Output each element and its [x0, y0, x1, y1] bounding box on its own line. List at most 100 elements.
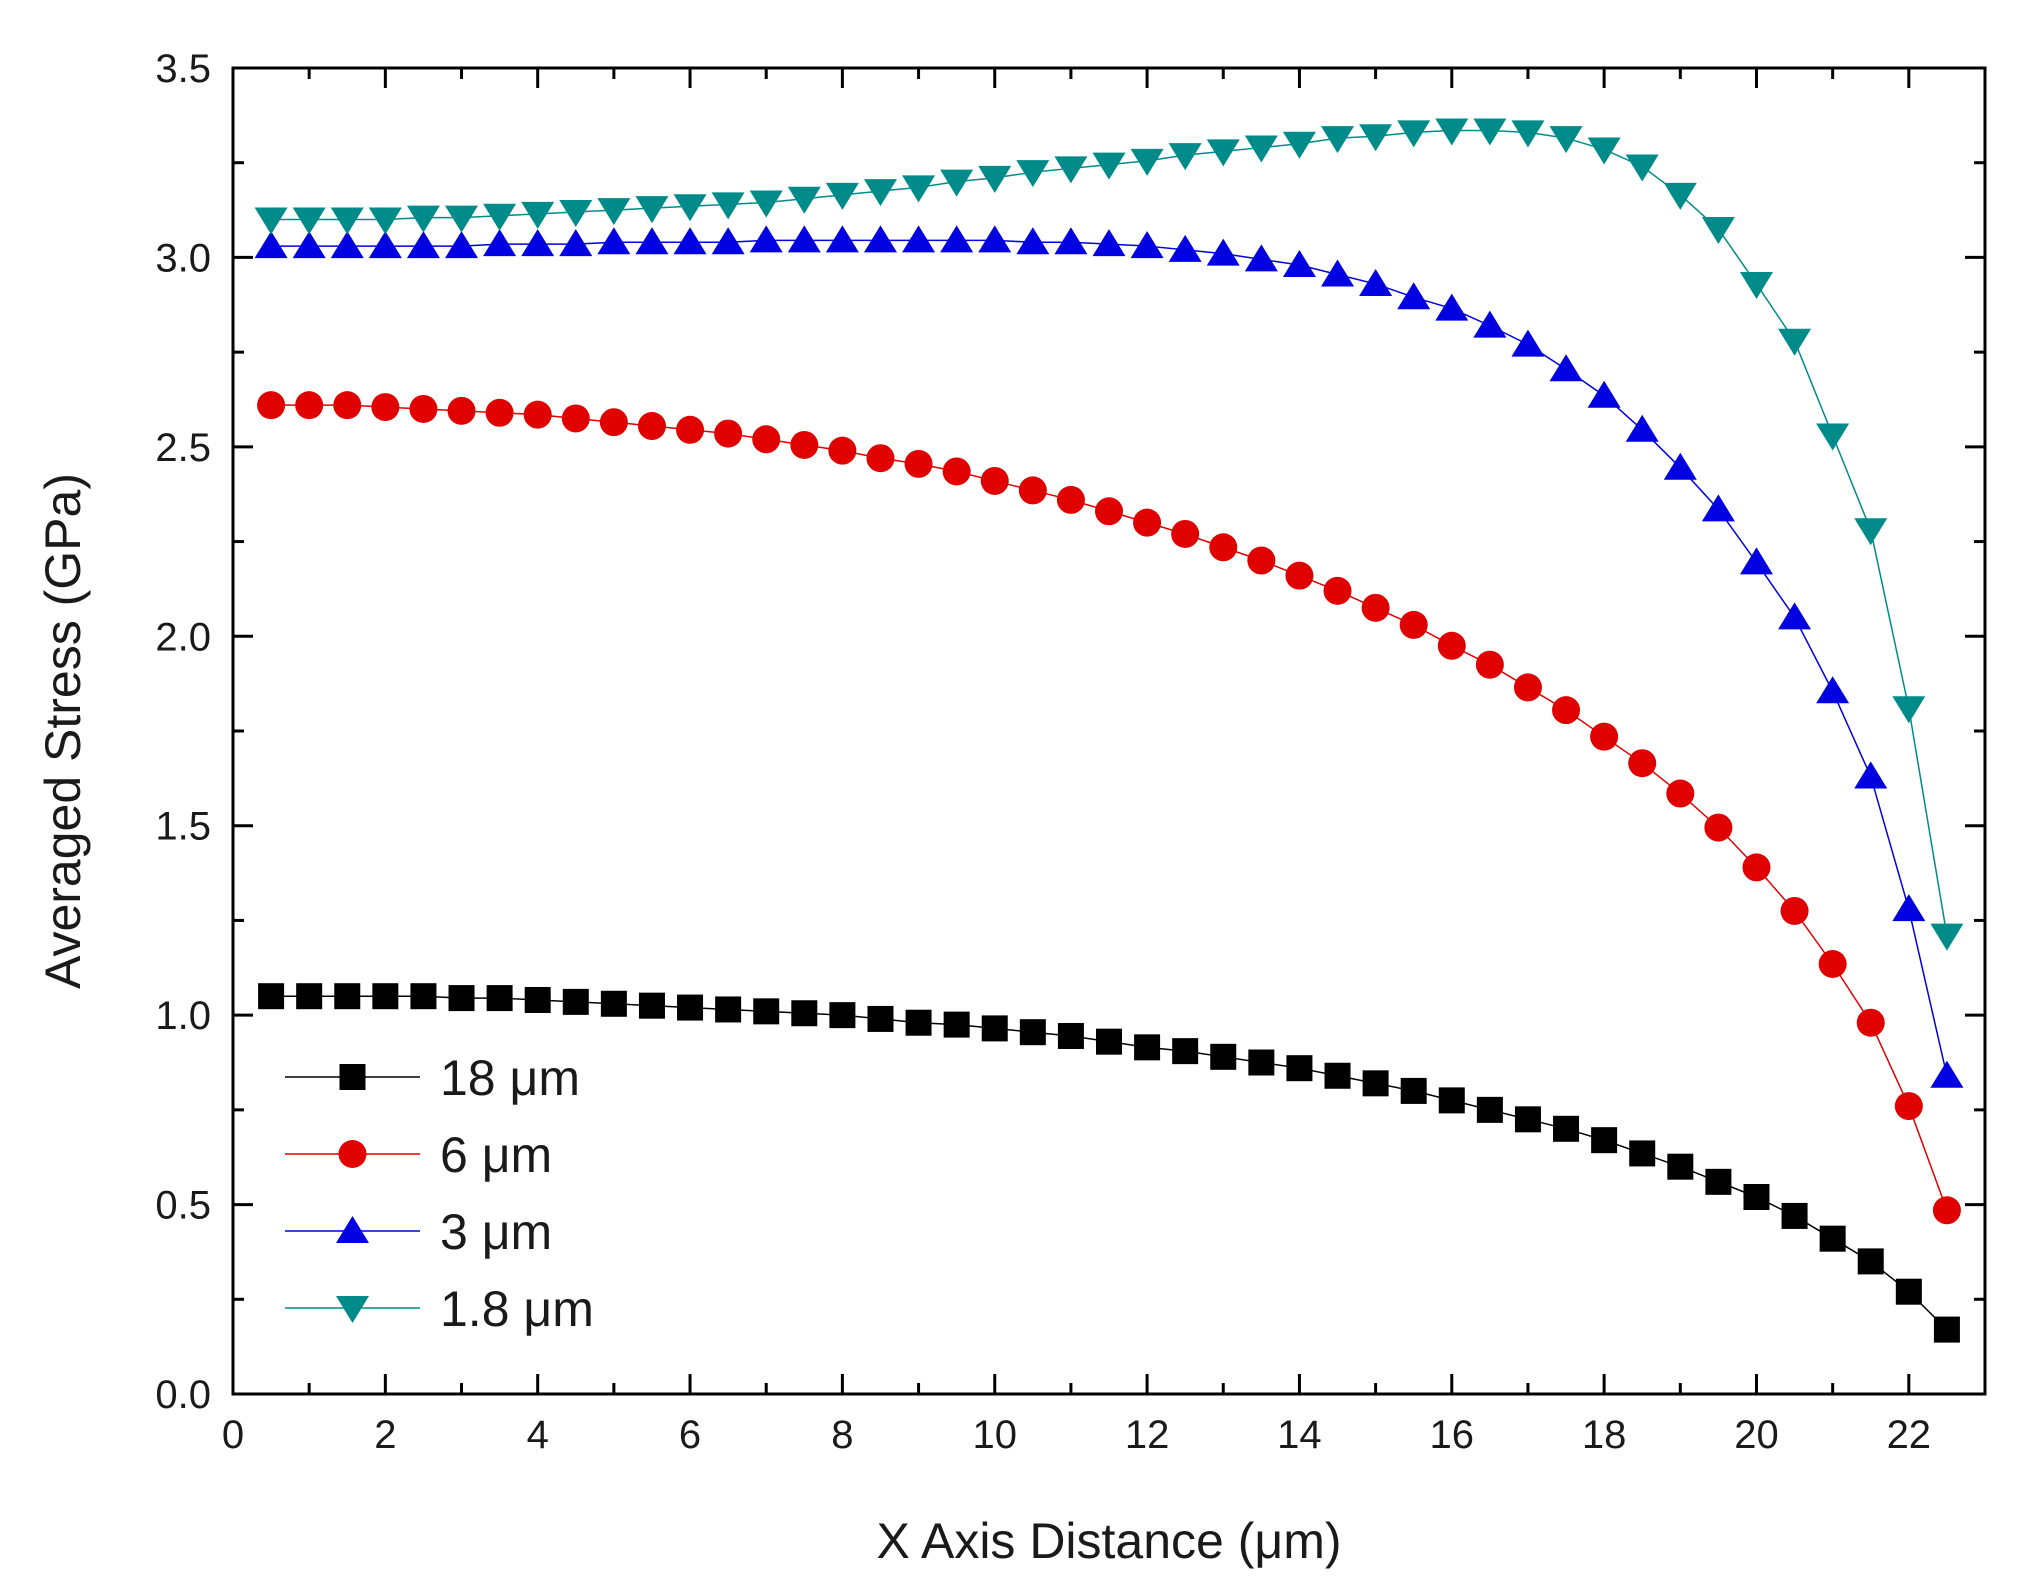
legend-label: 1.8 μm — [440, 1281, 594, 1337]
x-axis-title: X Axis Distance (μm) — [876, 1513, 1341, 1569]
data-point — [676, 415, 705, 444]
legend: 18 μm 6 μm 3 μm 1.8 μm — [285, 1050, 594, 1337]
data-point — [1282, 131, 1316, 159]
data-point — [1629, 1140, 1656, 1167]
data-point — [523, 400, 552, 429]
data-point — [1056, 485, 1085, 514]
x-tick-label: 22 — [1887, 1413, 1932, 1457]
data-point — [867, 1005, 894, 1032]
y-tick-label: 2.0 — [155, 615, 211, 659]
data-point — [600, 990, 627, 1017]
data-point — [448, 985, 475, 1012]
data-point — [1780, 896, 1809, 925]
data-point — [1244, 244, 1278, 272]
data-point — [1168, 143, 1202, 171]
data-point — [1057, 1022, 1084, 1049]
data-point — [1663, 182, 1697, 210]
data-point — [790, 430, 819, 459]
y-tick-label: 3.5 — [155, 47, 211, 91]
data-point — [330, 231, 364, 259]
x-tick-label: 0 — [222, 1413, 244, 1457]
data-point — [1092, 229, 1126, 257]
data-point — [521, 229, 555, 257]
legend-marker — [336, 1296, 369, 1323]
data-point — [1625, 414, 1659, 442]
data-point — [1513, 673, 1542, 702]
data-point — [1054, 227, 1088, 255]
data-point — [1705, 1168, 1732, 1195]
data-point — [1016, 227, 1050, 255]
data-point — [1133, 508, 1162, 537]
data-point — [978, 165, 1012, 193]
data-point — [1362, 1070, 1389, 1097]
data-point — [1701, 217, 1735, 245]
data-point — [1587, 380, 1621, 408]
data-point — [1590, 722, 1619, 751]
data-point — [1511, 120, 1545, 148]
data-point — [1435, 293, 1469, 321]
y-tick-label: 2.5 — [155, 426, 211, 470]
data-point — [258, 983, 285, 1010]
data-point — [981, 1015, 1008, 1042]
data-point — [1667, 1153, 1694, 1180]
data-point — [1397, 120, 1431, 148]
data-point — [368, 231, 402, 259]
data-point — [749, 225, 783, 253]
data-point — [1553, 1115, 1580, 1142]
data-point — [905, 1009, 932, 1036]
y-axis-title: Averaged Stress (GPa) — [35, 473, 91, 989]
data-point — [635, 196, 669, 224]
data-point — [562, 988, 589, 1015]
data-point — [1663, 452, 1697, 480]
data-point — [1587, 137, 1621, 165]
y-tick-label: 1.5 — [155, 805, 211, 849]
x-tick-label: 2 — [374, 1413, 396, 1457]
legend-marker — [336, 1216, 369, 1243]
x-tick-label: 18 — [1582, 1413, 1627, 1457]
data-point — [711, 227, 745, 255]
data-point — [1892, 894, 1926, 922]
series-4 — [254, 118, 1964, 951]
data-point — [406, 231, 440, 259]
data-point — [828, 436, 857, 465]
data-point — [1511, 329, 1545, 357]
data-point — [1361, 593, 1390, 622]
data-point — [1854, 761, 1888, 789]
data-point — [561, 404, 590, 433]
data-point — [1282, 250, 1316, 278]
data-point — [714, 419, 743, 448]
data-point — [406, 205, 440, 233]
data-point — [1171, 519, 1200, 548]
data-point — [1248, 1049, 1275, 1076]
data-point — [1209, 533, 1238, 562]
data-point — [1286, 1055, 1313, 1082]
data-point — [1054, 156, 1088, 184]
data-point — [1549, 126, 1583, 154]
data-point — [1895, 1278, 1922, 1305]
data-point — [1324, 1062, 1351, 1089]
data-point — [1856, 1008, 1885, 1037]
data-point — [1172, 1038, 1199, 1065]
data-point — [371, 393, 400, 422]
data-point — [940, 225, 974, 253]
data-point — [1244, 135, 1278, 163]
data-point — [372, 983, 399, 1010]
series-1 — [258, 983, 1960, 1343]
axis-ticks — [231, 66, 1987, 1396]
data-point — [1018, 476, 1047, 505]
data-point — [1476, 1096, 1503, 1123]
data-point — [409, 394, 438, 423]
data-point — [1019, 1019, 1046, 1046]
data-point — [825, 182, 859, 210]
x-tick-label: 8 — [831, 1413, 853, 1457]
data-point — [980, 466, 1009, 495]
data-point — [1857, 1248, 1884, 1275]
data-point — [1438, 1087, 1465, 1114]
legend-label: 6 μm — [440, 1127, 552, 1183]
data-point — [524, 986, 551, 1013]
data-point — [559, 229, 593, 257]
x-tick-label: 12 — [1125, 1413, 1170, 1457]
y-tick-label: 3.0 — [155, 236, 211, 280]
data-point — [1930, 1060, 1964, 1088]
